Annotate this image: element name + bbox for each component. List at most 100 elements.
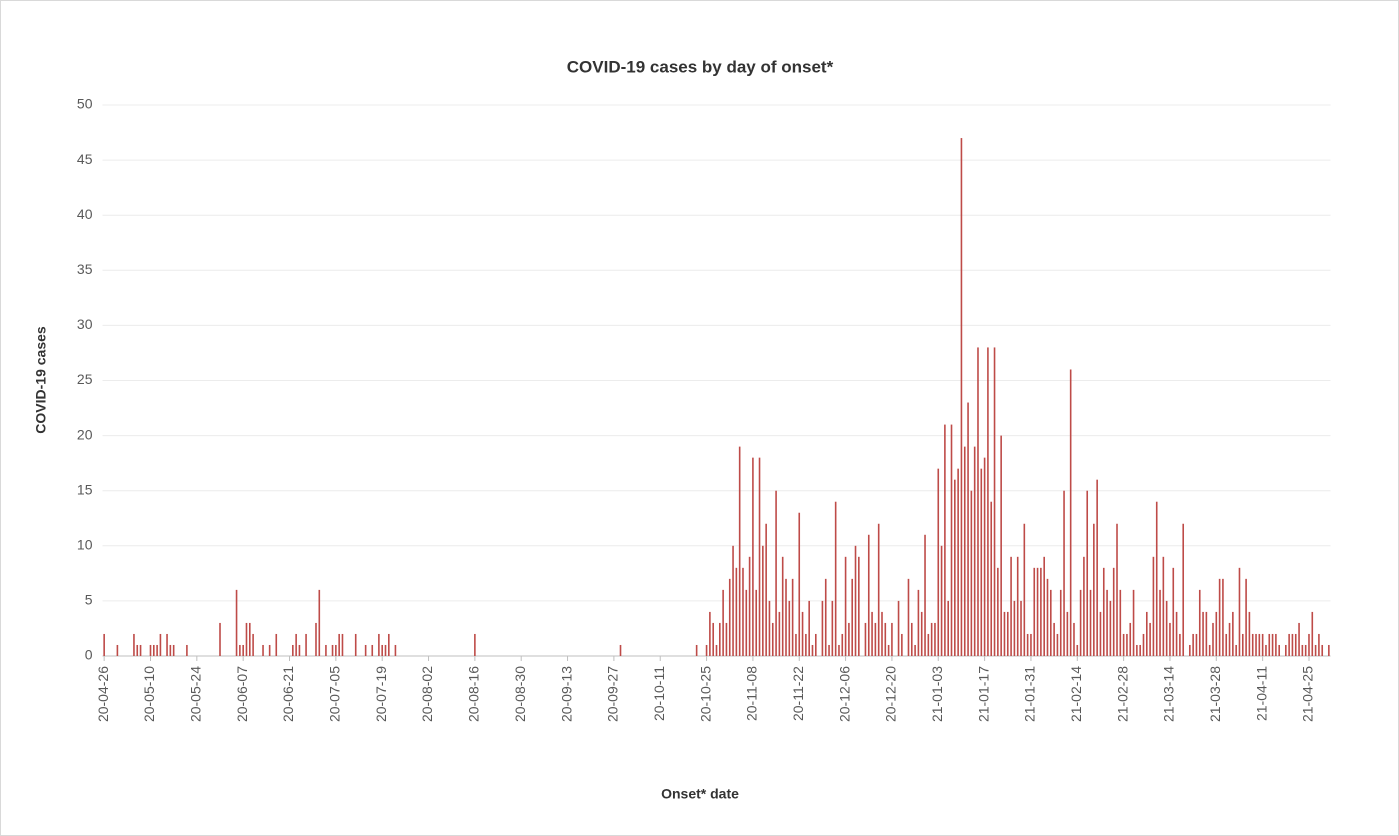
bar [980, 468, 983, 656]
bar [785, 578, 787, 656]
bar [1298, 622, 1300, 656]
bar [1169, 622, 1171, 656]
y-tick-label: 10 [77, 537, 93, 553]
y-tick-label: 30 [77, 316, 93, 332]
bar [1285, 644, 1287, 656]
y-axis-title: COVID-19 cases [33, 326, 49, 434]
bar [235, 589, 238, 656]
bar [1046, 578, 1049, 656]
bar [1172, 567, 1175, 656]
x-tick-label: 20-12-20 [883, 666, 899, 722]
bar [848, 622, 850, 656]
bar [474, 633, 476, 656]
bar [275, 633, 278, 656]
bar [808, 600, 810, 656]
bar [1076, 644, 1079, 656]
bar [166, 633, 168, 656]
bar [1261, 633, 1264, 656]
bar [1288, 633, 1290, 656]
bar [778, 611, 781, 656]
bar [1179, 633, 1181, 656]
bar [963, 446, 966, 656]
bar [1278, 644, 1280, 656]
bar [970, 490, 973, 656]
y-tick-label: 15 [77, 481, 93, 497]
bar [735, 567, 738, 656]
x-tick-label: 21-04-11 [1253, 666, 1269, 721]
bar [831, 600, 834, 656]
bar [1102, 567, 1105, 656]
bar [153, 644, 155, 656]
bar [695, 644, 698, 656]
x-tick-label: 20-06-07 [234, 666, 250, 722]
x-tick-label: 20-10-11 [651, 666, 667, 721]
bar [927, 633, 930, 656]
bar [139, 644, 142, 656]
bar [775, 490, 777, 656]
bar [990, 501, 993, 656]
bar [1159, 589, 1161, 656]
bar [1106, 589, 1108, 656]
bar [384, 644, 387, 656]
bar [1003, 611, 1006, 656]
x-tick-label: 20-05-10 [141, 666, 157, 722]
bar [1033, 567, 1036, 656]
y-tick-label: 20 [77, 426, 93, 442]
bar [745, 589, 748, 656]
bar [1023, 523, 1026, 656]
x-tick-label: 20-08-30 [512, 666, 528, 722]
x-tick-label: 20-08-16 [466, 666, 482, 722]
bar [1149, 622, 1151, 656]
bar [1020, 600, 1022, 656]
bar [1328, 644, 1330, 656]
bar [305, 633, 307, 656]
bar [705, 644, 708, 656]
bar [960, 138, 963, 656]
bar [1119, 589, 1122, 656]
bar [924, 534, 926, 656]
bar [268, 644, 271, 656]
x-tick-label: 21-01-03 [929, 666, 945, 722]
bar [712, 622, 714, 656]
bar [914, 644, 916, 656]
bar [1096, 479, 1098, 656]
x-tick-label: 20-11-22 [790, 666, 806, 721]
bar [315, 622, 317, 656]
bar [239, 644, 241, 656]
x-tick-label: 21-03-28 [1207, 666, 1223, 722]
bar [719, 622, 721, 656]
bar [1225, 633, 1228, 656]
bar [732, 545, 734, 656]
x-tick-label: 21-03-14 [1161, 666, 1177, 722]
bar [824, 578, 827, 656]
bar [1212, 622, 1214, 656]
bar [1056, 633, 1059, 656]
x-tick-label: 20-12-06 [836, 666, 852, 722]
bar [1208, 644, 1211, 656]
bar [901, 633, 903, 656]
bar [136, 644, 139, 656]
bar [388, 633, 390, 656]
bar [755, 589, 758, 656]
bar [1043, 556, 1045, 656]
bar [864, 622, 867, 656]
bar [844, 556, 847, 656]
bar [394, 644, 397, 656]
bar [728, 578, 731, 656]
bar [1162, 556, 1165, 656]
x-tick-label: 20-08-02 [419, 666, 435, 722]
bar [1099, 611, 1102, 656]
bar [619, 644, 622, 656]
bar [1265, 644, 1267, 656]
y-tick-label: 35 [77, 261, 93, 277]
chart-title: COVID-19 cases by day of onset* [567, 57, 834, 76]
bar [169, 644, 172, 656]
bar [1079, 589, 1082, 656]
bar [930, 622, 933, 656]
bar [944, 424, 946, 656]
bar [758, 457, 761, 656]
bar [1109, 600, 1112, 656]
bar [983, 457, 986, 656]
bar [987, 347, 989, 656]
